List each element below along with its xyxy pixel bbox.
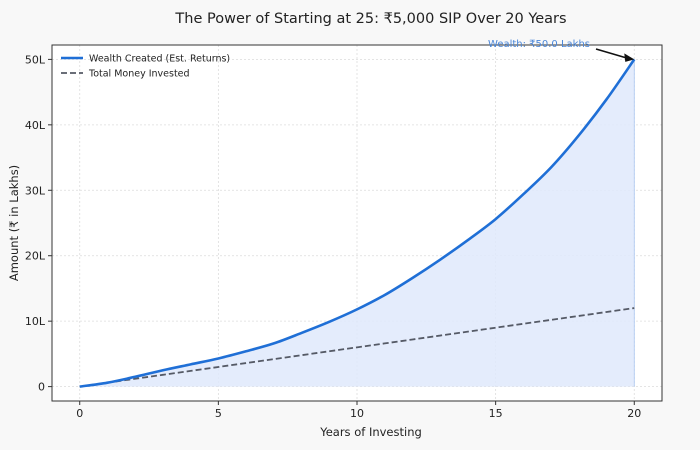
x-tick-label: 20 xyxy=(627,407,641,420)
y-tick-label: 10L xyxy=(25,315,46,328)
y-axis-label: Amount (₹ in Lakhs) xyxy=(7,165,21,281)
x-tick-label: 0 xyxy=(76,407,83,420)
x-tick-label: 15 xyxy=(489,407,503,420)
y-tick-label: 20L xyxy=(25,250,46,263)
series-line-wealth-created xyxy=(79,58,636,388)
wealth-gap-fill xyxy=(79,59,635,387)
legend-label-invested: Total Money Invested xyxy=(88,69,190,80)
chart-title: The Power of Starting at 25: ₹5,000 SIP … xyxy=(174,11,566,27)
y-tick-label: 50L xyxy=(25,53,46,66)
y-tick-label: 40L xyxy=(25,119,46,132)
annotation-arrow-head xyxy=(624,53,635,62)
x-axis-label: Years of Investing xyxy=(319,425,422,439)
x-tick-label: 10 xyxy=(350,407,364,420)
series-line-total-money-invested xyxy=(79,307,635,388)
plot-area: 0 5 10 15 20 0 10L 20L 30L 40L 50L Wealth Created (… xyxy=(25,39,663,420)
annotation-arrow-shaft xyxy=(595,48,627,59)
legend-label-wealth: Wealth Created (Est. Returns) xyxy=(89,54,230,65)
y-tick-label: 0 xyxy=(38,381,45,394)
y-tick-label: 30L xyxy=(25,184,46,197)
x-tick-label: 5 xyxy=(215,407,222,420)
annotation-text: Wealth: ₹50.0 Lakhs xyxy=(488,39,590,50)
